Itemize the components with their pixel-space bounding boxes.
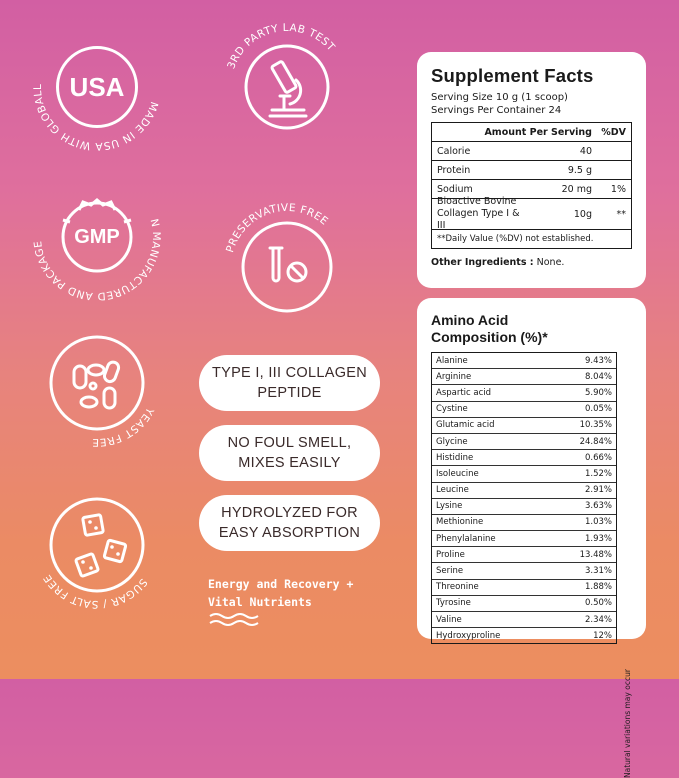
microscope-icon: [268, 60, 308, 118]
feature-pill-collagen: TYPE I, III COLLAGEN PEPTIDE: [199, 355, 380, 411]
supplement-facts-card: Supplement Facts Serving Size 10 g (1 sc…: [417, 52, 646, 288]
amino-name: Phenylalanine: [436, 533, 496, 544]
amino-name: Lysine: [436, 501, 463, 512]
sugar-salt-free-badge: SUGAR / SALT FREE: [32, 480, 162, 610]
supplement-facts-table: Amount Per Serving %DV Calorie 40 Protei…: [431, 122, 632, 249]
amino-value: 1.93%: [584, 533, 612, 544]
amino-value: 24.84%: [579, 436, 612, 447]
sugar-cubes-icon: [74, 513, 128, 578]
amino-name: Threonine: [436, 582, 479, 593]
tagline: Energy and Recovery + Vital Nutrients: [208, 577, 354, 609]
amino-name: Serine: [436, 566, 464, 577]
natural-variation-note: Natural variations may occur: [623, 669, 632, 778]
amino-name: Glutamic acid: [436, 420, 495, 431]
wave-icon: [209, 613, 259, 626]
table-row: Leucine 2.91%: [432, 481, 616, 498]
amino-value: 0.50%: [584, 598, 612, 609]
amino-name: Alanine: [436, 355, 468, 366]
yeast-cells-icon: [72, 360, 121, 410]
amino-value: 0.66%: [584, 452, 612, 463]
amino-value: 8.04%: [584, 371, 612, 382]
amino-value: 0.05%: [584, 404, 612, 415]
servings-per-container: Servings Per Container 24: [431, 105, 562, 116]
table-row: Lysine 3.63%: [432, 497, 616, 514]
preservative-free-badge: PRESERVATIVE FREE: [222, 202, 352, 332]
gmp-label: GMP: [74, 225, 120, 248]
feature-pill-hydrolyzed: HYDROLYZED FOR EASY ABSORPTION: [199, 495, 380, 551]
amino-value: 5.90%: [584, 387, 612, 398]
table-row: Sodium 20 mg 1%: [432, 179, 631, 198]
yeast-ring-text: YEAST FREE: [92, 405, 156, 449]
table-header: Amount Per Serving %DV: [484, 126, 626, 138]
yeast-free-badge: YEAST FREE: [32, 318, 162, 448]
usa-label: USA: [69, 71, 125, 102]
amino-value: 3.63%: [584, 501, 612, 512]
table-row: Valine 2.34%: [432, 611, 616, 627]
amino-value: 2.91%: [584, 485, 612, 496]
table-row: Cystine 0.05%: [432, 400, 616, 417]
usa-circle: USA: [56, 46, 138, 128]
amino-name: Methionine: [436, 517, 484, 528]
usa-badge: MADE IN USA WITH GLOBALLY SOURCED INGRED…: [28, 13, 162, 152]
table-row: Arginine 8.04%: [432, 368, 616, 384]
amino-value: 3.31%: [584, 566, 612, 577]
table-row: Glutamic acid 10.35%: [432, 416, 616, 433]
amino-name: Isoleucine: [436, 468, 479, 479]
table-row: Calorie 40: [432, 141, 631, 160]
amino-value: 12%: [593, 630, 612, 641]
other-ingredients: Other Ingredients : None.: [431, 257, 565, 268]
table-row: Proline 13.48%: [432, 546, 616, 562]
supplement-facts-title: Supplement Facts: [431, 65, 594, 86]
table-row: Aspartic acid 5.90%: [432, 384, 616, 400]
amino-acid-table: Alanine 9.43% Arginine 8.04% Aspartic acid 5.…: [431, 352, 617, 645]
table-row: Phenylalanine 1.93%: [432, 530, 616, 546]
gear-icon: [61, 198, 133, 273]
table-row: Glycine 24.84%: [432, 432, 616, 449]
amino-value: 10.35%: [579, 420, 612, 431]
amino-name: Hydroxyproline: [436, 630, 501, 641]
table-row: Alanine 9.43%: [432, 353, 616, 368]
amino-value: 1.52%: [584, 468, 612, 479]
table-row: Hydroxyproline 12%: [432, 627, 616, 643]
amino-value: 1.88%: [584, 582, 612, 593]
amino-name: Glycine: [436, 436, 468, 447]
preservative-ring-text: PRESERVATIVE FREE: [224, 202, 330, 254]
table-row: Methionine 1.03%: [432, 513, 616, 530]
amino-name: Leucine: [436, 485, 469, 496]
amino-name: Aspartic acid: [436, 387, 492, 398]
table-row: Protein 9.5 g: [432, 160, 631, 179]
amino-name: Tyrosine: [436, 598, 471, 609]
amino-name: Proline: [436, 549, 465, 560]
amino-value: 2.34%: [584, 614, 612, 625]
table-row: Tyrosine 0.50%: [432, 594, 616, 611]
table-row: Threonine 1.88%: [432, 578, 616, 595]
table-row-collagen: Bioactive Bovine Collagen Type I & III 1…: [432, 196, 631, 231]
amino-value: 9.43%: [584, 355, 612, 366]
amino-name: Valine: [436, 614, 462, 625]
test-tube-pill-icon: [268, 246, 308, 283]
gmp-badge: N MANUFACTURED AND PACKAGED IN A GMP FAC…: [27, 163, 162, 302]
table-row: Isoleucine 1.52%: [432, 465, 616, 481]
amino-name: Arginine: [436, 371, 472, 382]
table-row: Serine 3.31%: [432, 562, 616, 578]
daily-value-footnote: **Daily Value (%DV) not established.: [432, 229, 631, 248]
lab-test-badge: 3RD PARTY LAB TEST: [222, 22, 352, 152]
amino-name: Cystine: [436, 404, 468, 415]
amino-acid-card: Amino Acid Composition (%)* Alanine 9.43%…: [417, 298, 646, 778]
amino-acid-title: Amino Acid Composition (%)*: [431, 312, 548, 345]
amino-name: Histidine: [436, 452, 474, 463]
feature-pill-smell: NO FOUL SMELL, MIXES EASILY: [199, 425, 380, 481]
amino-value: 13.48%: [579, 549, 612, 560]
serving-size: Serving Size 10 g (1 scoop): [431, 92, 568, 103]
table-row: Histidine 0.66%: [432, 449, 616, 465]
amino-value: 1.03%: [584, 517, 612, 528]
